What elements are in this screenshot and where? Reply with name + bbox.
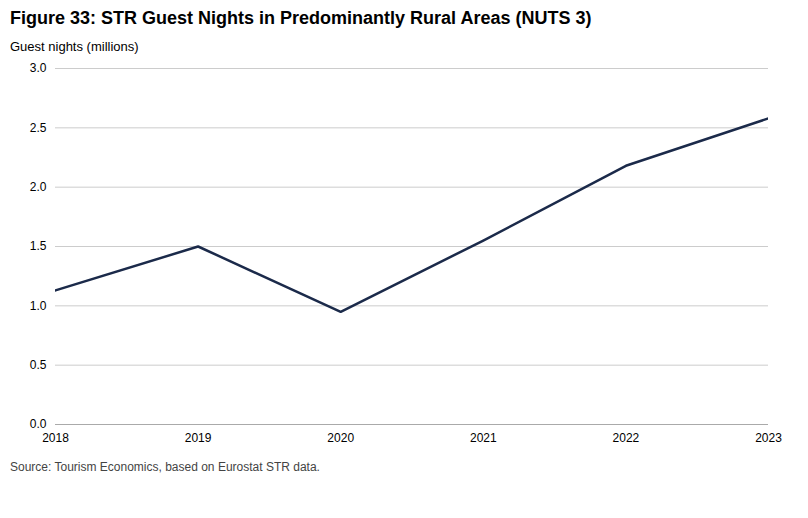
svg-text:2020: 2020 (327, 431, 354, 445)
html-text:Guest nights (millions): Guest nights (millions) (10, 39, 139, 54)
svg-text:2023: 2023 (755, 431, 782, 445)
svg-text:0.0: 0.0 (30, 417, 47, 431)
html-text:Figure 33: STR Guest Nights in: Figure 33: STR Guest Nights in Predomina… (10, 8, 592, 28)
svg-text:2022: 2022 (613, 431, 640, 445)
svg-text:2.0: 2.0 (30, 180, 47, 194)
svg-text:2.5: 2.5 (30, 121, 47, 135)
svg-text:2018: 2018 (42, 431, 69, 445)
svg-text:0.5: 0.5 (30, 358, 47, 372)
svg-text:2019: 2019 (185, 431, 212, 445)
svg-text:1.0: 1.0 (30, 299, 47, 313)
svg-text:2021: 2021 (470, 431, 497, 445)
svg-text:1.5: 1.5 (30, 239, 47, 253)
svg-text:3.0: 3.0 (30, 61, 47, 75)
html-text:Source: Tourism Economics, bas: Source: Tourism Economics, based on Euro… (10, 460, 320, 474)
